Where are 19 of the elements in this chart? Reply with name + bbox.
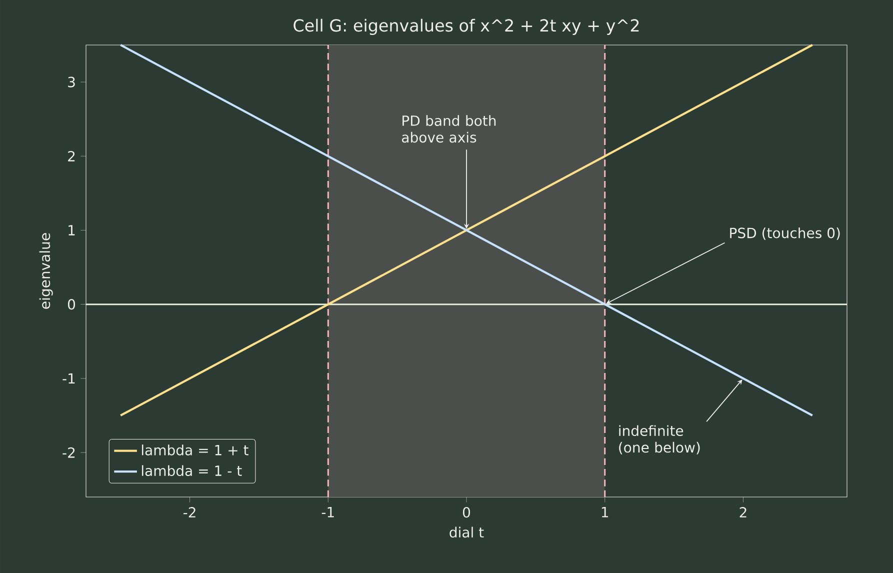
y-tick-label: 0 xyxy=(68,299,76,310)
x-tick-label: -2 xyxy=(183,507,196,518)
legend-label: lambda = 1 - t xyxy=(142,465,242,476)
annotation: PD band both above axis xyxy=(402,115,496,143)
x-tick-label: 0 xyxy=(462,507,470,518)
y-tick-label: 2 xyxy=(68,150,75,162)
y-tick-label: -1 xyxy=(62,373,75,384)
x-axis-title: dial t xyxy=(450,526,484,538)
x-tick-label: -1 xyxy=(322,507,334,518)
y-tick-label: -2 xyxy=(62,447,75,458)
x-tick-label: 2 xyxy=(740,507,746,518)
chart-title: Cell G: eigenvalues of x^2 + 2t xy + y^2 xyxy=(294,18,639,35)
y-tick-label: 3 xyxy=(68,76,75,88)
annotation: indefinite (one below) xyxy=(619,425,700,454)
annotation: PSD (touches 0) xyxy=(730,227,840,240)
y-axis-title: eigenvalue xyxy=(39,233,53,309)
legend-label: lambda = 1 + t xyxy=(142,444,248,456)
y-tick-label: 1 xyxy=(68,225,75,236)
x-tick-label: 1 xyxy=(602,507,608,518)
